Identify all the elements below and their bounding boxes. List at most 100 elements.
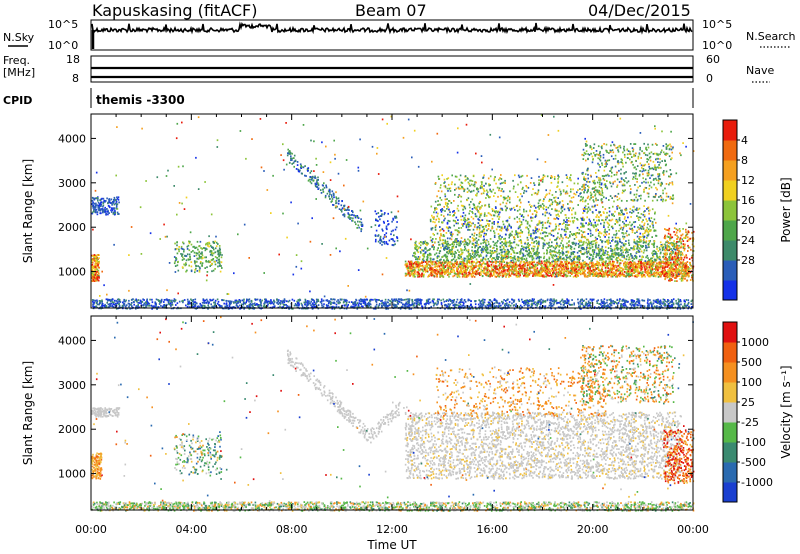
radar-echo [483,269,485,271]
radar-echo [630,262,633,265]
radar-echo [410,304,412,307]
radar-echo [658,302,661,305]
radar-echo [100,201,102,204]
radar-echo [99,208,102,211]
radar-echo [687,302,689,305]
radar-echo [423,267,426,270]
radar-echo [521,267,523,270]
radar-echo [520,268,523,271]
radar-echo [481,299,484,302]
radar-echo [186,253,189,256]
radar-echo [558,268,561,271]
radar-echo [636,274,639,276]
radar-echo [492,271,495,274]
radar-echo [214,247,217,250]
radar-echo [217,243,219,245]
radar-echo [613,302,615,305]
radar-echo [400,298,403,301]
radar-echo [414,302,416,305]
radar-echo [577,266,579,269]
radar-echo [229,302,231,305]
radar-echo [518,267,520,270]
radar-echo [101,304,103,307]
radar-echo [467,267,469,269]
radar-echo [317,187,320,190]
radar-echo [420,301,422,303]
radar-echo [259,299,261,302]
radar-echo [189,255,191,258]
radar-echo [473,271,476,273]
radar-echo [473,276,476,278]
radar-echo [427,275,429,278]
radar-echo [246,300,248,302]
radar-echo [630,253,632,255]
radar-echo [523,260,525,263]
radar-echo [387,298,390,301]
radar-echo [163,304,165,306]
radar-echo [168,303,171,306]
radar-echo [411,267,413,270]
radar-echo [510,264,513,267]
radar-echo [418,272,420,275]
radar-echo [311,178,313,181]
radar-echo [504,270,506,272]
radar-echo [542,305,545,308]
radar-echo [494,299,496,301]
radar-echo [449,307,451,310]
radar-echo [662,302,664,305]
radar-echo [218,260,221,263]
radar-echo [394,228,397,231]
radar-echo [536,269,539,271]
radar-echo [322,191,325,193]
radar-echo [353,301,356,304]
radar-echo [358,299,361,302]
radar-echo [429,265,431,268]
radar-echo [561,261,563,263]
radar-echo [500,270,503,273]
radar-echo [273,302,275,305]
radar-echo [675,265,677,268]
radar-echo [417,271,419,274]
radar-echo [468,299,471,302]
radar-echo [400,306,403,309]
radar-echo [297,302,299,304]
radar-echo [414,272,416,275]
radar-echo [605,307,608,310]
radar-echo [116,197,119,200]
radar-echo [543,275,545,278]
radar-echo [484,268,486,271]
radar-echo [206,242,209,244]
radar-echo [256,298,259,301]
radar-echo [93,254,96,256]
radar-echo [640,269,642,272]
radar-echo [135,298,137,301]
radar-echo [459,272,461,275]
radar-echo [510,247,512,250]
radar-echo [691,299,693,302]
radar-echo [138,306,140,309]
radar-echo [651,273,654,276]
radar-echo [331,298,333,301]
radar-echo [380,304,383,307]
radar-echo [400,299,402,302]
radar-echo [91,274,94,276]
radar-echo [218,262,221,265]
radar-echo [513,273,515,276]
radar-echo [637,299,640,302]
radar-echo [199,267,201,270]
radar-echo [462,273,465,276]
radar-echo [605,271,607,274]
radar-echo [670,264,673,266]
radar-echo [411,273,414,276]
radar-echo [135,299,138,302]
radar-echo [472,267,475,270]
radar-echo [595,241,598,244]
radar-echo [248,300,250,303]
radar-echo [383,213,386,216]
radar-echo [663,304,666,307]
radar-echo [650,301,652,304]
radar-echo [174,248,177,251]
radar-echo [490,304,493,306]
radar-echo [107,303,110,306]
radar-echo [456,298,459,301]
